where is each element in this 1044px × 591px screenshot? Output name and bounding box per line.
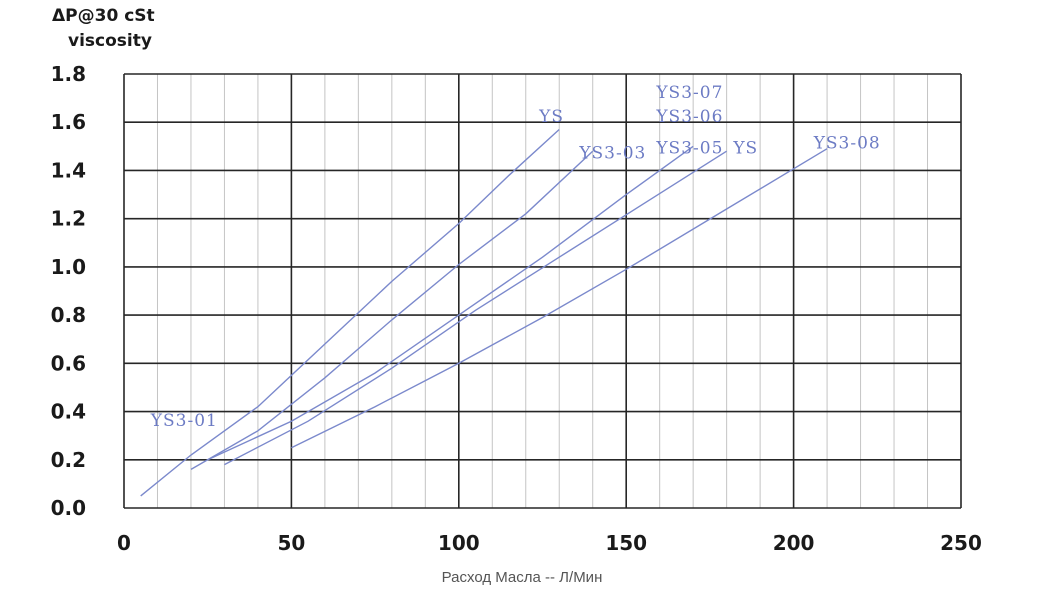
series-label: YS3-06	[655, 107, 723, 127]
y-tick-labels: 0.0 0.2 0.4 0.6 0.8 1.0 1.2 1.4 1.6 1.8	[51, 62, 86, 520]
series-line	[207, 145, 694, 461]
y-tick-label: 0.4	[51, 400, 86, 424]
series-label: YS3-01	[150, 411, 218, 431]
y-tick-label: 1.0	[51, 255, 86, 279]
y-axis-label-line-1: ΔP@30 cSt	[52, 6, 155, 26]
y-tick-label: 1.6	[51, 110, 86, 134]
major-grid	[123, 73, 962, 509]
series-label: YS	[538, 107, 564, 127]
series-label: YS3-08	[813, 134, 881, 154]
x-tick-label: 100	[438, 531, 480, 555]
x-tick-label: 250	[940, 531, 982, 555]
y-tick-label: 0.2	[51, 448, 86, 472]
x-tick-label: 0	[117, 531, 131, 555]
series-line	[224, 150, 727, 466]
y-axis-label-line-2: viscosity	[68, 31, 152, 51]
y-tick-label: 0.8	[51, 303, 86, 327]
series-label: YS3-07	[655, 83, 723, 103]
x-axis-label: Расход Масла -- Л/Мин	[441, 569, 603, 586]
series-line	[291, 148, 828, 449]
series-lines	[140, 128, 828, 497]
series-label: YS3-05	[655, 139, 723, 159]
y-tick-label: 1.4	[51, 158, 86, 182]
x-tick-label: 50	[277, 531, 305, 555]
x-tick-label: 200	[773, 531, 815, 555]
minor-grid	[156, 74, 929, 508]
series-line	[140, 128, 560, 497]
series-line	[190, 150, 594, 471]
series-labels: YS YS3-03 YS3-07 YS3-06 YS3-05 YS YS3-08 YS3-01	[150, 83, 881, 431]
y-tick-label: 1.8	[51, 62, 86, 86]
x-tick-label: 150	[605, 531, 647, 555]
y-tick-label: 0.0	[51, 496, 86, 520]
x-tick-labels: 0 50 100 150 200 250	[117, 531, 982, 555]
y-tick-label: 0.6	[51, 351, 86, 375]
series-label: YS	[732, 139, 758, 159]
y-tick-label: 1.2	[51, 207, 86, 231]
series-label: YS3-03	[578, 143, 646, 163]
